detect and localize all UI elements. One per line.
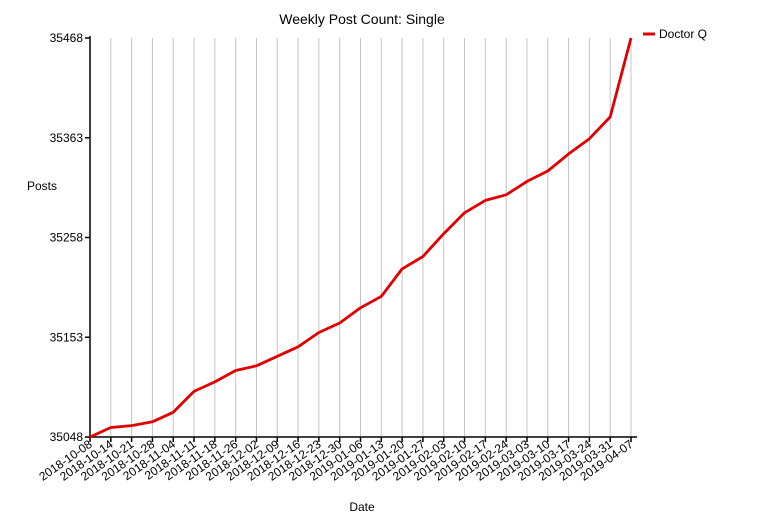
y-tick-label: 35048 [50,430,84,444]
x-axis-label: Date [349,500,375,514]
legend-label: Doctor Q [659,27,707,41]
y-tick-label: 35468 [50,31,84,45]
y-axis-label: Posts [27,179,57,193]
series [89,37,633,439]
y-tick-label: 35153 [50,330,84,344]
y-tick-label: 35258 [50,231,84,245]
y-ticks: 35048 35153 35258 35363 35468 [50,31,90,444]
series-line [89,37,633,439]
grid-lines [110,38,632,437]
x-ticks: 2018-10-082018-10-142018-10-212018-10-28… [36,437,636,484]
axes [89,36,637,438]
legend: Doctor Q [643,27,707,41]
chart-title: Weekly Post Count: Single [279,11,445,27]
y-tick-label: 35363 [50,131,84,145]
